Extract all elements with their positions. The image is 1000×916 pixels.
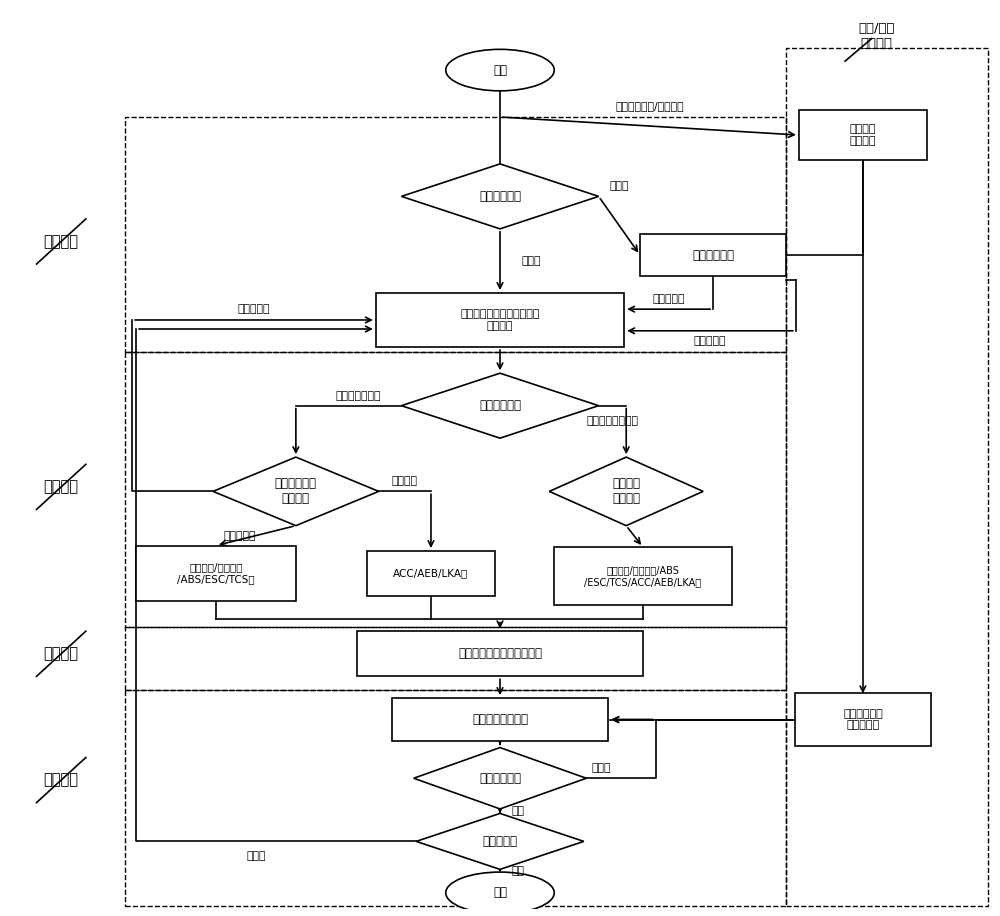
Text: 驾驶员驾驶模式: 驾驶员驾驶模式 [336, 391, 381, 401]
Polygon shape [213, 457, 379, 526]
FancyBboxPatch shape [376, 293, 624, 347]
FancyBboxPatch shape [795, 693, 931, 746]
Text: 驾驶员制动路
板踩踏制动: 驾驶员制动路 板踩踏制动 [843, 709, 883, 730]
Text: 未达到: 未达到 [591, 763, 611, 773]
Ellipse shape [446, 49, 554, 91]
Text: 结束标志位: 结束标志位 [482, 834, 518, 848]
Ellipse shape [446, 872, 554, 913]
Text: 感知阶段: 感知阶段 [44, 234, 79, 249]
Text: 达到目标压力: 达到目标压力 [479, 772, 521, 785]
FancyBboxPatch shape [799, 110, 927, 160]
FancyBboxPatch shape [640, 234, 786, 276]
Text: 常规制动/再生制动/ABS
/ESC/TCS/ACC/AEB/LKA等: 常规制动/再生制动/ABS /ESC/TCS/ACC/AEB/LKA等 [584, 565, 702, 587]
Text: 非制动工况: 非制动工况 [652, 294, 685, 304]
Text: 开始: 开始 [493, 63, 507, 77]
Text: 驾驶模式判断: 驾驶模式判断 [479, 399, 521, 412]
Text: 有故障: 有故障 [610, 180, 629, 191]
Text: 判断阶段: 判断阶段 [44, 479, 79, 495]
FancyBboxPatch shape [554, 547, 732, 605]
Text: 断电失效
控制模式: 断电失效 控制模式 [850, 125, 876, 146]
Text: 非制动工况: 非制动工况 [238, 304, 270, 314]
Text: 无故障: 无故障 [522, 256, 541, 266]
Text: 驾驶员制动或
主动制动: 驾驶员制动或 主动制动 [275, 477, 317, 506]
Text: 失效/冒余
控制模式: 失效/冒余 控制模式 [858, 22, 895, 49]
Text: 系统上串失败/系统断电: 系统上串失败/系统断电 [615, 101, 684, 111]
Text: 执行部件驱动控制: 执行部件驱动控制 [472, 714, 528, 726]
Polygon shape [416, 813, 584, 869]
Text: 达到: 达到 [512, 806, 525, 816]
Polygon shape [401, 373, 599, 438]
Text: 车辆典型制动工况控制决策: 车辆典型制动工况控制决策 [458, 648, 542, 660]
Text: 执行阶段: 执行阶段 [44, 772, 79, 788]
Text: 常规制动/再生制动
/ABS/ESC/TCS等: 常规制动/再生制动 /ABS/ESC/TCS等 [177, 562, 255, 584]
Text: ACC/AEB/LKA等: ACC/AEB/LKA等 [393, 569, 469, 579]
Text: 未达到: 未达到 [246, 851, 266, 861]
Text: 车辆自动驾驶模式: 车辆自动驾驶模式 [586, 417, 638, 427]
Text: 主动制动: 主动制动 [392, 476, 418, 486]
Text: 非驾驶工况: 非驾驶工况 [694, 336, 726, 345]
Text: 读入车辆各个传感器信号和
控制指令: 读入车辆各个传感器信号和 控制指令 [460, 310, 540, 331]
FancyBboxPatch shape [136, 546, 296, 602]
Text: 冒余控制模式: 冒余控制模式 [692, 248, 734, 262]
FancyBboxPatch shape [367, 551, 495, 596]
FancyBboxPatch shape [392, 698, 608, 741]
Text: 达到: 达到 [512, 866, 525, 876]
Polygon shape [414, 747, 586, 809]
Text: 系统故障自检: 系统故障自检 [479, 190, 521, 202]
FancyBboxPatch shape [357, 631, 643, 676]
Text: 驾驶员制动: 驾驶员制动 [224, 530, 256, 540]
Text: 车辆自动
驾驶制动: 车辆自动 驾驶制动 [612, 477, 640, 506]
Text: 决策阶段: 决策阶段 [44, 647, 79, 661]
Polygon shape [549, 457, 703, 526]
Text: 结束: 结束 [493, 887, 507, 900]
Polygon shape [401, 164, 599, 229]
